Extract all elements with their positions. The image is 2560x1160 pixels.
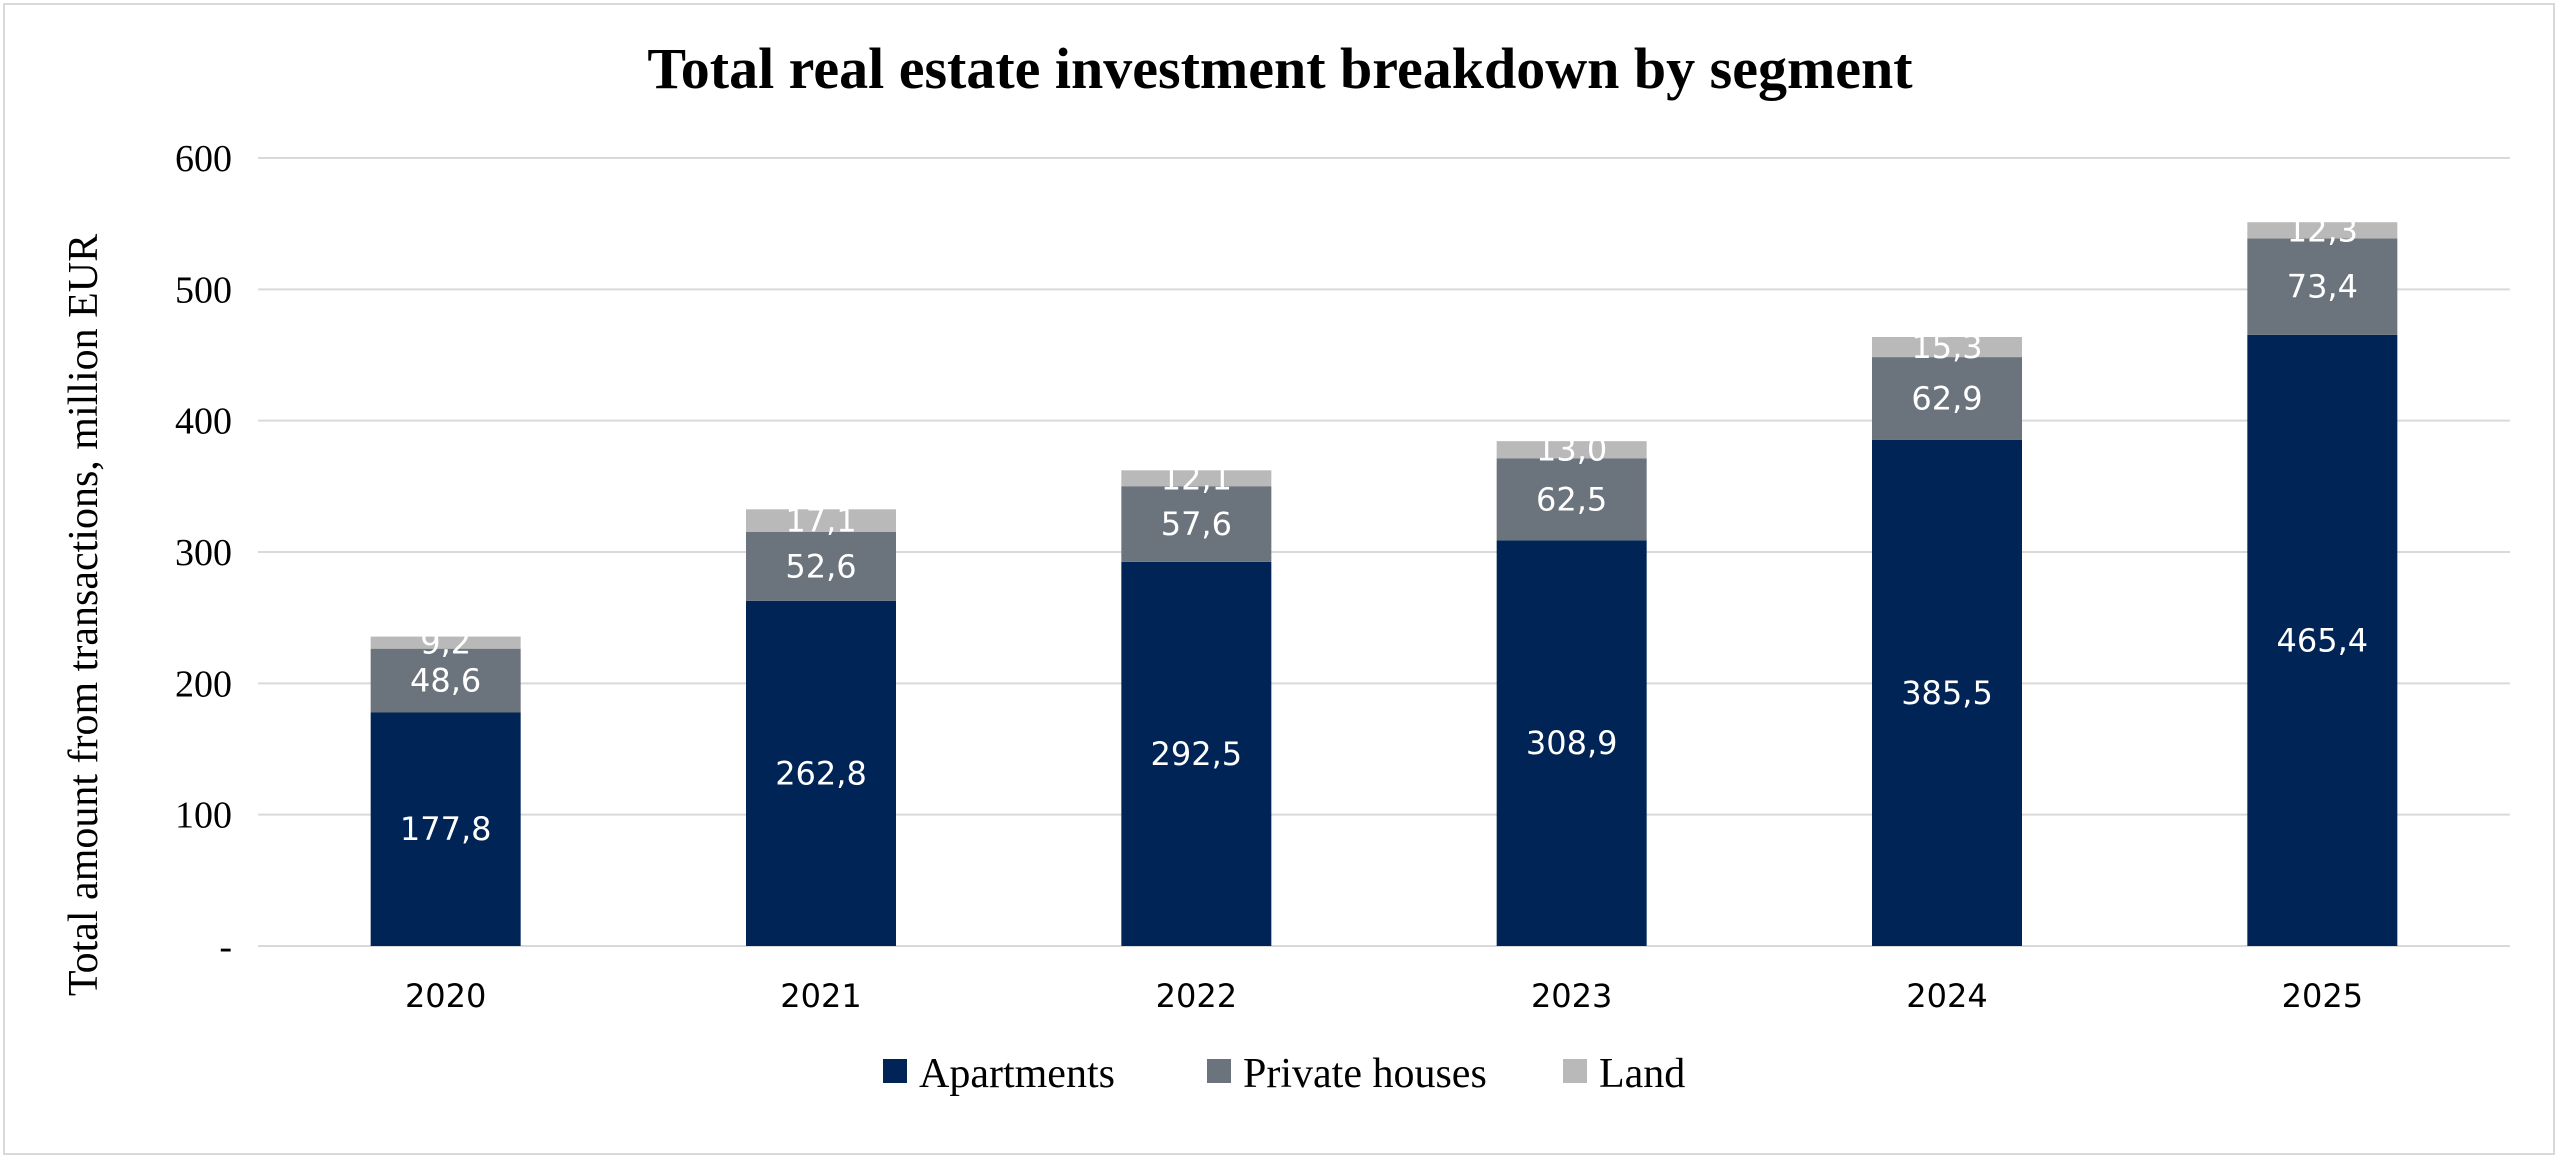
x-tick-label: 2022 <box>1156 977 1237 1015</box>
data-label: 52,6 <box>785 547 856 585</box>
bar-land-2020 <box>370 636 521 649</box>
y-tick-label: 200 <box>175 663 232 705</box>
bar-private-houses-2025 <box>2247 238 2398 335</box>
y-tick-label: 500 <box>175 269 232 311</box>
data-label: 12,1 <box>1161 459 1232 497</box>
y-tick-label: 400 <box>175 401 232 443</box>
bar-apartments-2025 <box>2247 334 2398 946</box>
bar-private-houses-2023 <box>1496 458 1647 541</box>
y-tick-label: 300 <box>175 532 232 574</box>
x-tick-label: 2020 <box>405 977 486 1015</box>
bar-land-2021 <box>746 509 896 532</box>
legend-swatch-apartments <box>883 1059 907 1083</box>
bar-land-2024 <box>1872 337 2022 358</box>
bar-apartments-2024 <box>1872 439 2022 946</box>
gridlines <box>258 157 2510 947</box>
bar-private-houses-2021 <box>746 531 896 601</box>
bar-private-houses-2020 <box>370 648 521 713</box>
bar-apartments-2022 <box>1121 561 1272 946</box>
bar-private-houses-2024 <box>1872 357 2022 440</box>
bar-land-2023 <box>1496 441 1647 459</box>
legend-label-apartments: Apartments <box>919 1051 1115 1097</box>
x-tick-label: 2021 <box>780 977 861 1015</box>
data-label: 177,8 <box>400 810 492 848</box>
legend-swatch-land <box>1563 1059 1587 1083</box>
bars <box>370 222 2398 946</box>
data-label: 12,3 <box>2287 211 2358 249</box>
data-label: 48,6 <box>410 662 481 700</box>
data-label: 15,3 <box>1911 328 1982 366</box>
data-label: 308,9 <box>1526 724 1618 762</box>
y-axis-label: Total amount from transactions, million … <box>61 234 107 996</box>
bar-land-2025 <box>2247 222 2398 239</box>
data-label: 62,9 <box>1911 379 1982 417</box>
legend-label-land: Land <box>1599 1051 1685 1097</box>
bar-apartments-2021 <box>746 600 896 946</box>
data-label: 57,6 <box>1161 505 1232 543</box>
x-axis-ticks: 2020 2021 2022 2023 2024 2025 <box>405 977 2363 1015</box>
chart-title: Total real estate investment breakdown b… <box>647 36 1913 101</box>
bar-apartments-2023 <box>1496 540 1647 946</box>
x-tick-label: 2025 <box>2282 977 2363 1015</box>
bar-private-houses-2022 <box>1121 486 1272 562</box>
x-tick-label: 2023 <box>1531 977 1612 1015</box>
legend-swatch-private-houses <box>1207 1059 1231 1083</box>
y-tick-label: 600 <box>175 138 232 180</box>
data-labels: 177,8 48,69,2 262,8 52,6 17,1 292,5 57,6 12,1 30… <box>400 211 2368 848</box>
y-tick-label: - <box>219 926 232 968</box>
bar-apartments-2020 <box>370 712 521 946</box>
data-label: 9,2 <box>420 624 471 662</box>
data-label: 62,5 <box>1536 480 1607 518</box>
y-tick-label: 100 <box>175 795 232 837</box>
legend: Apartments Private houses Land <box>883 1051 1685 1097</box>
data-label: 73,4 <box>2287 268 2358 306</box>
x-tick-label: 2024 <box>1906 977 1987 1015</box>
y-axis-ticks: - 100 200 300 400 500 600 <box>175 138 232 968</box>
legend-label-private-houses: Private houses <box>1243 1051 1487 1097</box>
data-label: 13,0 <box>1536 431 1607 469</box>
data-label: 17,1 <box>785 502 856 540</box>
data-label: 465,4 <box>2277 621 2369 659</box>
bar-land-2022 <box>1121 470 1272 487</box>
data-label: 292,5 <box>1151 735 1243 773</box>
data-label: 385,5 <box>1901 674 1993 712</box>
chart-frame <box>3 3 2555 1155</box>
data-label: 262,8 <box>775 754 867 792</box>
